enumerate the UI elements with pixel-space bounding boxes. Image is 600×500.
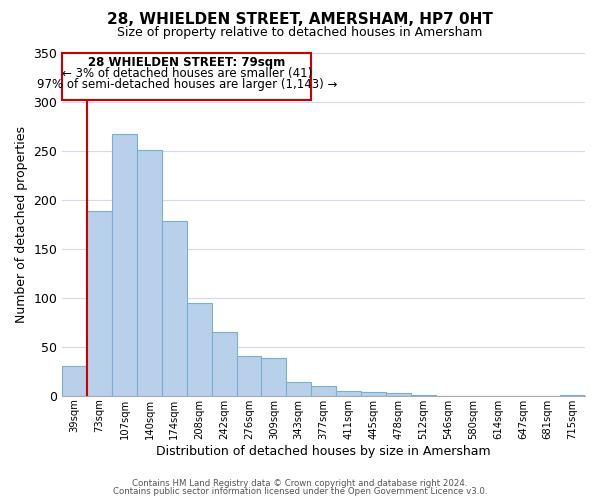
Bar <box>162 221 187 396</box>
Bar <box>336 391 361 396</box>
Bar <box>137 150 162 396</box>
Bar <box>311 386 336 396</box>
Text: Contains HM Land Registry data © Crown copyright and database right 2024.: Contains HM Land Registry data © Crown c… <box>132 478 468 488</box>
Text: Contains public sector information licensed under the Open Government Licence v3: Contains public sector information licen… <box>113 487 487 496</box>
Bar <box>286 382 311 396</box>
X-axis label: Distribution of detached houses by size in Amersham: Distribution of detached houses by size … <box>157 444 491 458</box>
Text: 28, WHIELDEN STREET, AMERSHAM, HP7 0HT: 28, WHIELDEN STREET, AMERSHAM, HP7 0HT <box>107 12 493 28</box>
Y-axis label: Number of detached properties: Number of detached properties <box>15 126 28 322</box>
Bar <box>62 366 87 396</box>
Bar <box>87 212 112 396</box>
Text: 97% of semi-detached houses are larger (1,143) →: 97% of semi-detached houses are larger (… <box>37 78 337 91</box>
Text: Size of property relative to detached houses in Amersham: Size of property relative to detached ho… <box>118 26 482 39</box>
Bar <box>361 392 386 396</box>
Bar <box>262 358 286 396</box>
Bar <box>560 395 585 396</box>
Bar <box>187 302 212 396</box>
Text: ← 3% of detached houses are smaller (41): ← 3% of detached houses are smaller (41) <box>62 67 312 80</box>
Bar <box>212 332 236 396</box>
Bar <box>411 395 436 396</box>
Bar <box>386 393 411 396</box>
Bar <box>112 134 137 396</box>
Text: 28 WHIELDEN STREET: 79sqm: 28 WHIELDEN STREET: 79sqm <box>88 56 286 70</box>
Bar <box>62 52 311 100</box>
Bar <box>236 356 262 396</box>
